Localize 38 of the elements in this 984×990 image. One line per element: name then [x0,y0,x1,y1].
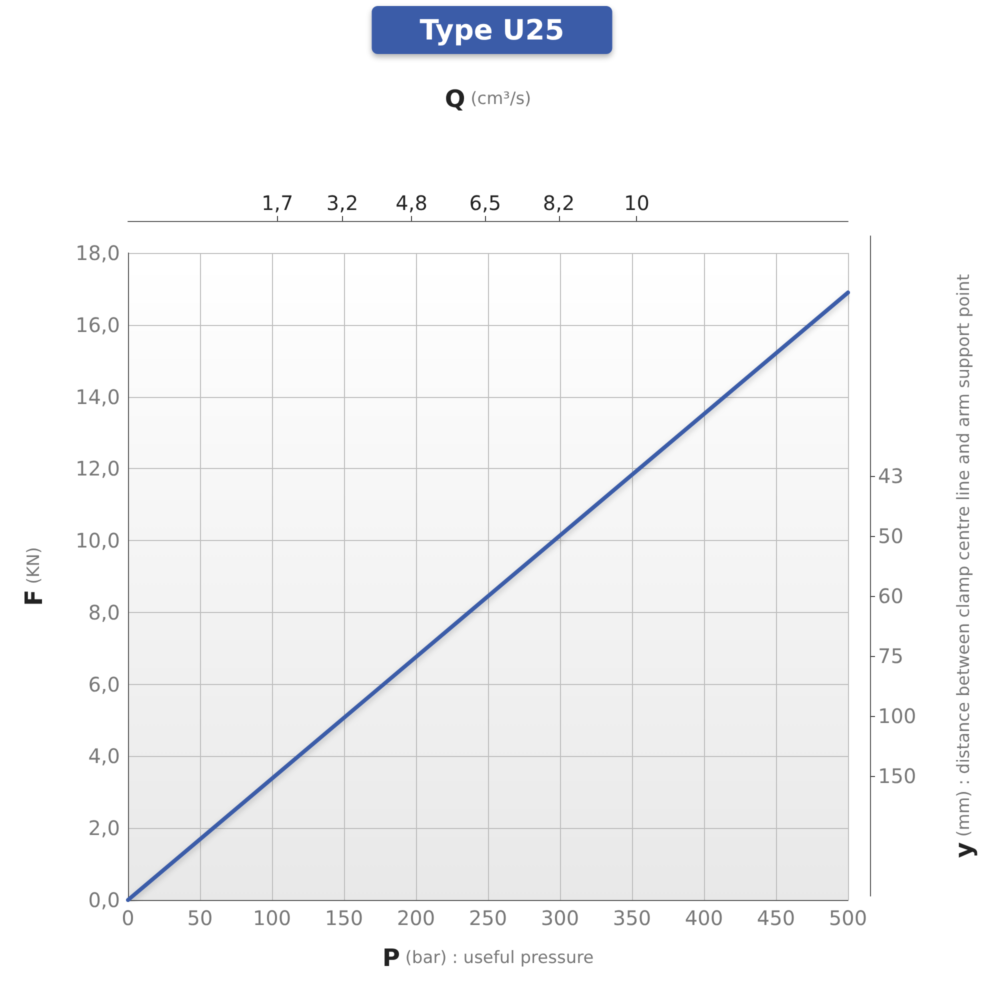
y-tick-label: 18,0 [75,241,120,265]
x-tick-label: 250 [468,906,508,930]
x2-axis-title: Q (cm³/s) [444,85,532,113]
x-tick-label: 50 [187,906,213,930]
category-label: 75 [878,644,904,668]
category-label: 43 [878,464,904,488]
category-label: 150 [878,764,916,788]
x2-tick-label: 1,7 [261,191,294,215]
x-tick-label: 400 [684,906,724,930]
y2-axis-title: y (mm) : distance between clamp centre line and arm support point [950,274,978,858]
chart-title: Type U25 [420,14,564,46]
category-label: 100 [878,704,916,728]
y-tick-label: 4,0 [88,744,120,768]
x-tick-label: 200 [396,906,436,930]
y-tick-label: 10,0 [75,528,120,553]
x-tick-label: 100 [252,906,292,930]
x-tick-label: 350 [612,906,652,930]
y-tick-label: 0,0 [88,888,120,912]
x2-tick-label: 3,2 [326,191,358,215]
y-axis-title: F (KN) [20,547,48,606]
x-tick-label: 450 [756,906,796,930]
x2-tick-label: 10 [624,191,650,215]
y-tick-label: 2,0 [88,816,120,840]
x2-tick-label: 6,5 [469,191,502,215]
x2-tick-label: 8,2 [542,191,575,215]
x-tick-label: 300 [540,906,580,930]
x-tick-label: 500 [828,906,868,930]
category-label: 50 [878,524,904,548]
y-tick-label: 12,0 [75,456,120,481]
x-tick-label: 150 [324,906,364,930]
y-tick-label: 8,0 [88,600,120,624]
y-tick-label: 16,0 [75,312,120,337]
y-tick-label: 14,0 [75,384,120,409]
x-tick-label: 0 [122,906,134,930]
y-tick-label: 6,0 [88,672,120,696]
category-label: 60 [878,584,904,608]
x2-tick-label: 4,8 [396,191,428,215]
x-axis-title: P (bar) : useful pressure [382,944,594,972]
